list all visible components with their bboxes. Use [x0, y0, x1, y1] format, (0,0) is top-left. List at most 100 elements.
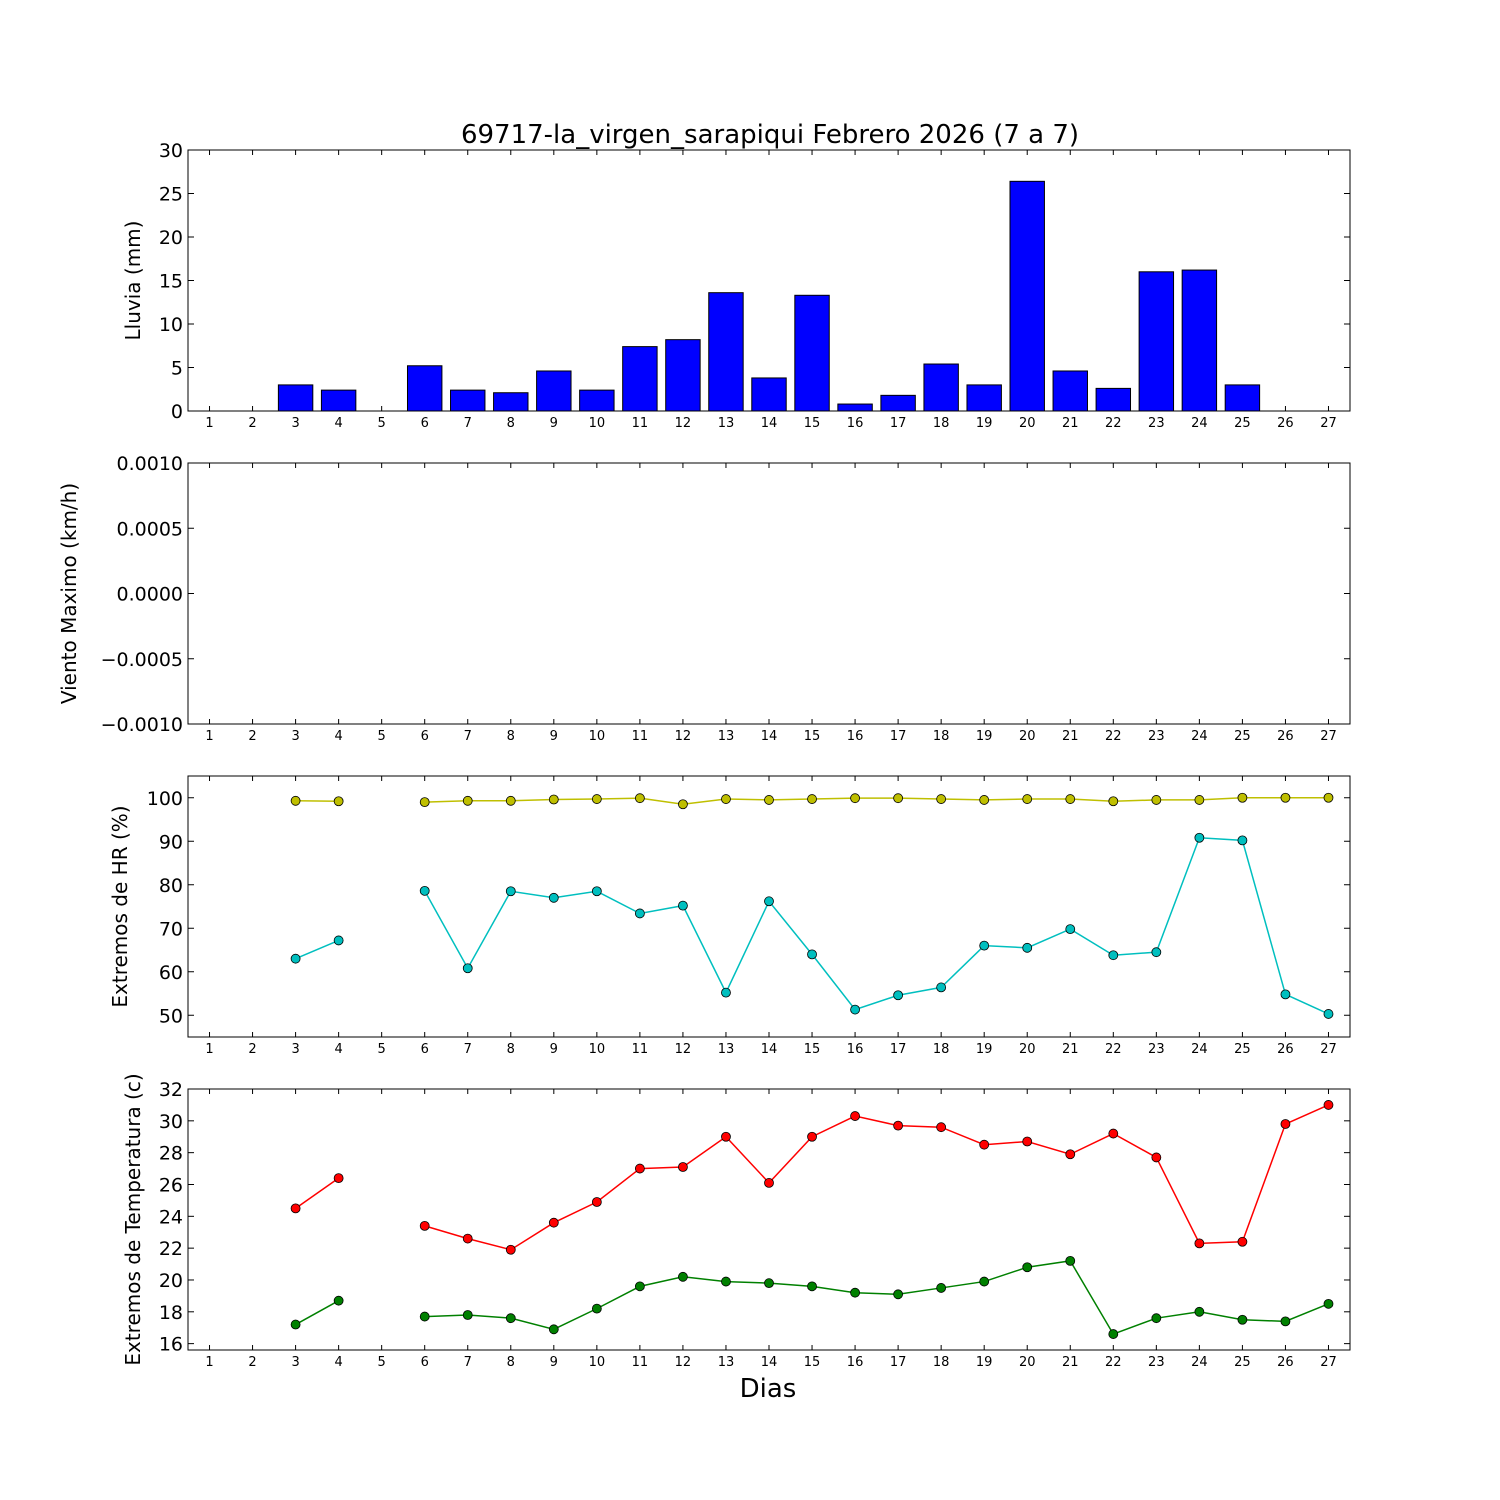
data-point — [333, 1295, 344, 1306]
x-tick-label: 13 — [718, 1042, 735, 1057]
series-line — [295, 939, 339, 960]
data-point — [333, 935, 344, 946]
data-point — [548, 794, 559, 805]
bar — [880, 394, 916, 412]
bar — [450, 389, 486, 412]
x-tick-label: 4 — [334, 1042, 342, 1057]
data-point — [721, 1276, 731, 1287]
x-tick-label: 6 — [421, 729, 429, 744]
data-point — [548, 1324, 559, 1335]
x-tick-label: 15 — [804, 1042, 821, 1057]
x-tick-label: 26 — [1277, 1355, 1294, 1370]
x-tick-label: 5 — [378, 1042, 386, 1057]
x-tick-label: 20 — [1019, 729, 1036, 744]
data-point — [1151, 1152, 1162, 1163]
data-point — [893, 990, 904, 1001]
y-tick-label: 25 — [159, 184, 183, 206]
x-tick-label: 24 — [1191, 416, 1208, 431]
data-point — [505, 795, 516, 806]
data-point — [1151, 1313, 1162, 1324]
data-point — [505, 1313, 516, 1324]
bar — [320, 389, 357, 412]
x-tick-label: 3 — [291, 1042, 299, 1057]
x-tick-label: 25 — [1234, 1355, 1251, 1370]
data-point — [290, 953, 301, 964]
x-tick-label: 20 — [1019, 1355, 1036, 1370]
data-point — [462, 963, 473, 974]
x-tick-label: 11 — [632, 1042, 649, 1057]
x-tick-label: 27 — [1320, 729, 1337, 744]
data-point — [807, 949, 817, 960]
y-axis-label: Lluvia (mm) — [121, 221, 145, 341]
data-point — [1323, 792, 1334, 803]
data-point — [764, 795, 774, 805]
x-tick-label: 19 — [976, 729, 993, 744]
data-point — [764, 1278, 774, 1289]
x-tick-label: 19 — [976, 1355, 993, 1370]
x-tick-label: 26 — [1277, 416, 1294, 431]
x-tick-label: 2 — [248, 729, 256, 744]
bar — [708, 292, 744, 412]
x-tick-label: 8 — [507, 1355, 515, 1370]
data-point — [764, 896, 774, 907]
data-point — [1022, 942, 1033, 953]
data-point — [721, 794, 731, 804]
series-line — [295, 1177, 340, 1209]
data-point — [807, 1281, 817, 1292]
x-tick-label: 23 — [1148, 729, 1165, 744]
chart-title: 69717-la_virgen_sarapiqui Febrero 2026 (… — [461, 120, 1079, 150]
x-tick-label: 27 — [1320, 1355, 1337, 1370]
data-point — [634, 1163, 645, 1174]
y-tick-label: 50 — [159, 1005, 183, 1027]
bar — [493, 392, 529, 412]
x-tick-label: 3 — [291, 416, 299, 431]
x-tick-label: 23 — [1148, 416, 1165, 431]
bar — [579, 389, 615, 412]
x-tick-label: 27 — [1320, 416, 1337, 431]
x-tick-label: 21 — [1062, 1042, 1079, 1057]
x-tick-label: 18 — [933, 729, 950, 744]
x-tick-label: 8 — [507, 729, 515, 744]
bar — [966, 384, 1002, 412]
x-tick-label: 27 — [1320, 1042, 1337, 1057]
x-axis-label: Dias — [740, 1374, 797, 1404]
data-point — [462, 1310, 473, 1320]
x-tick-label: 7 — [464, 729, 472, 744]
data-point — [419, 1311, 430, 1322]
data-point — [1065, 1255, 1076, 1266]
data-point — [1280, 1316, 1291, 1327]
x-tick-label: 2 — [248, 416, 256, 431]
data-point — [462, 795, 473, 806]
y-tick-label: 70 — [159, 918, 183, 940]
data-point — [1108, 1329, 1119, 1339]
data-point — [1194, 832, 1205, 843]
y-tick-label: 0.0000 — [117, 584, 183, 606]
bar — [1138, 271, 1175, 412]
y-axis-label: Extremos de Temperatura (c) — [121, 1073, 145, 1365]
x-tick-label: 25 — [1234, 416, 1251, 431]
x-tick-label: 26 — [1277, 729, 1294, 744]
x-tick-label: 16 — [847, 416, 864, 431]
data-point — [1237, 792, 1248, 803]
y-tick-label: 5 — [171, 358, 183, 380]
x-tick-label: 12 — [675, 1042, 692, 1057]
data-point — [1151, 947, 1162, 958]
y-tick-label: 30 — [159, 1111, 183, 1133]
data-point — [591, 886, 602, 897]
y-tick-label: 100 — [147, 788, 183, 810]
data-point — [936, 982, 947, 993]
x-tick-label: 10 — [589, 729, 606, 744]
data-point — [850, 1004, 860, 1015]
data-point — [721, 1131, 731, 1142]
data-point — [333, 1173, 344, 1184]
data-point — [850, 1111, 860, 1121]
x-tick-label: 2 — [248, 1042, 256, 1057]
x-tick-label: 12 — [675, 1355, 692, 1370]
series-line — [424, 1104, 1329, 1251]
y-axis-label: Viento Maximo (km/h) — [57, 483, 81, 704]
x-tick-label: 11 — [632, 416, 649, 431]
data-point — [979, 1139, 990, 1150]
y-tick-label: 80 — [159, 875, 183, 897]
x-tick-label: 15 — [804, 729, 821, 744]
